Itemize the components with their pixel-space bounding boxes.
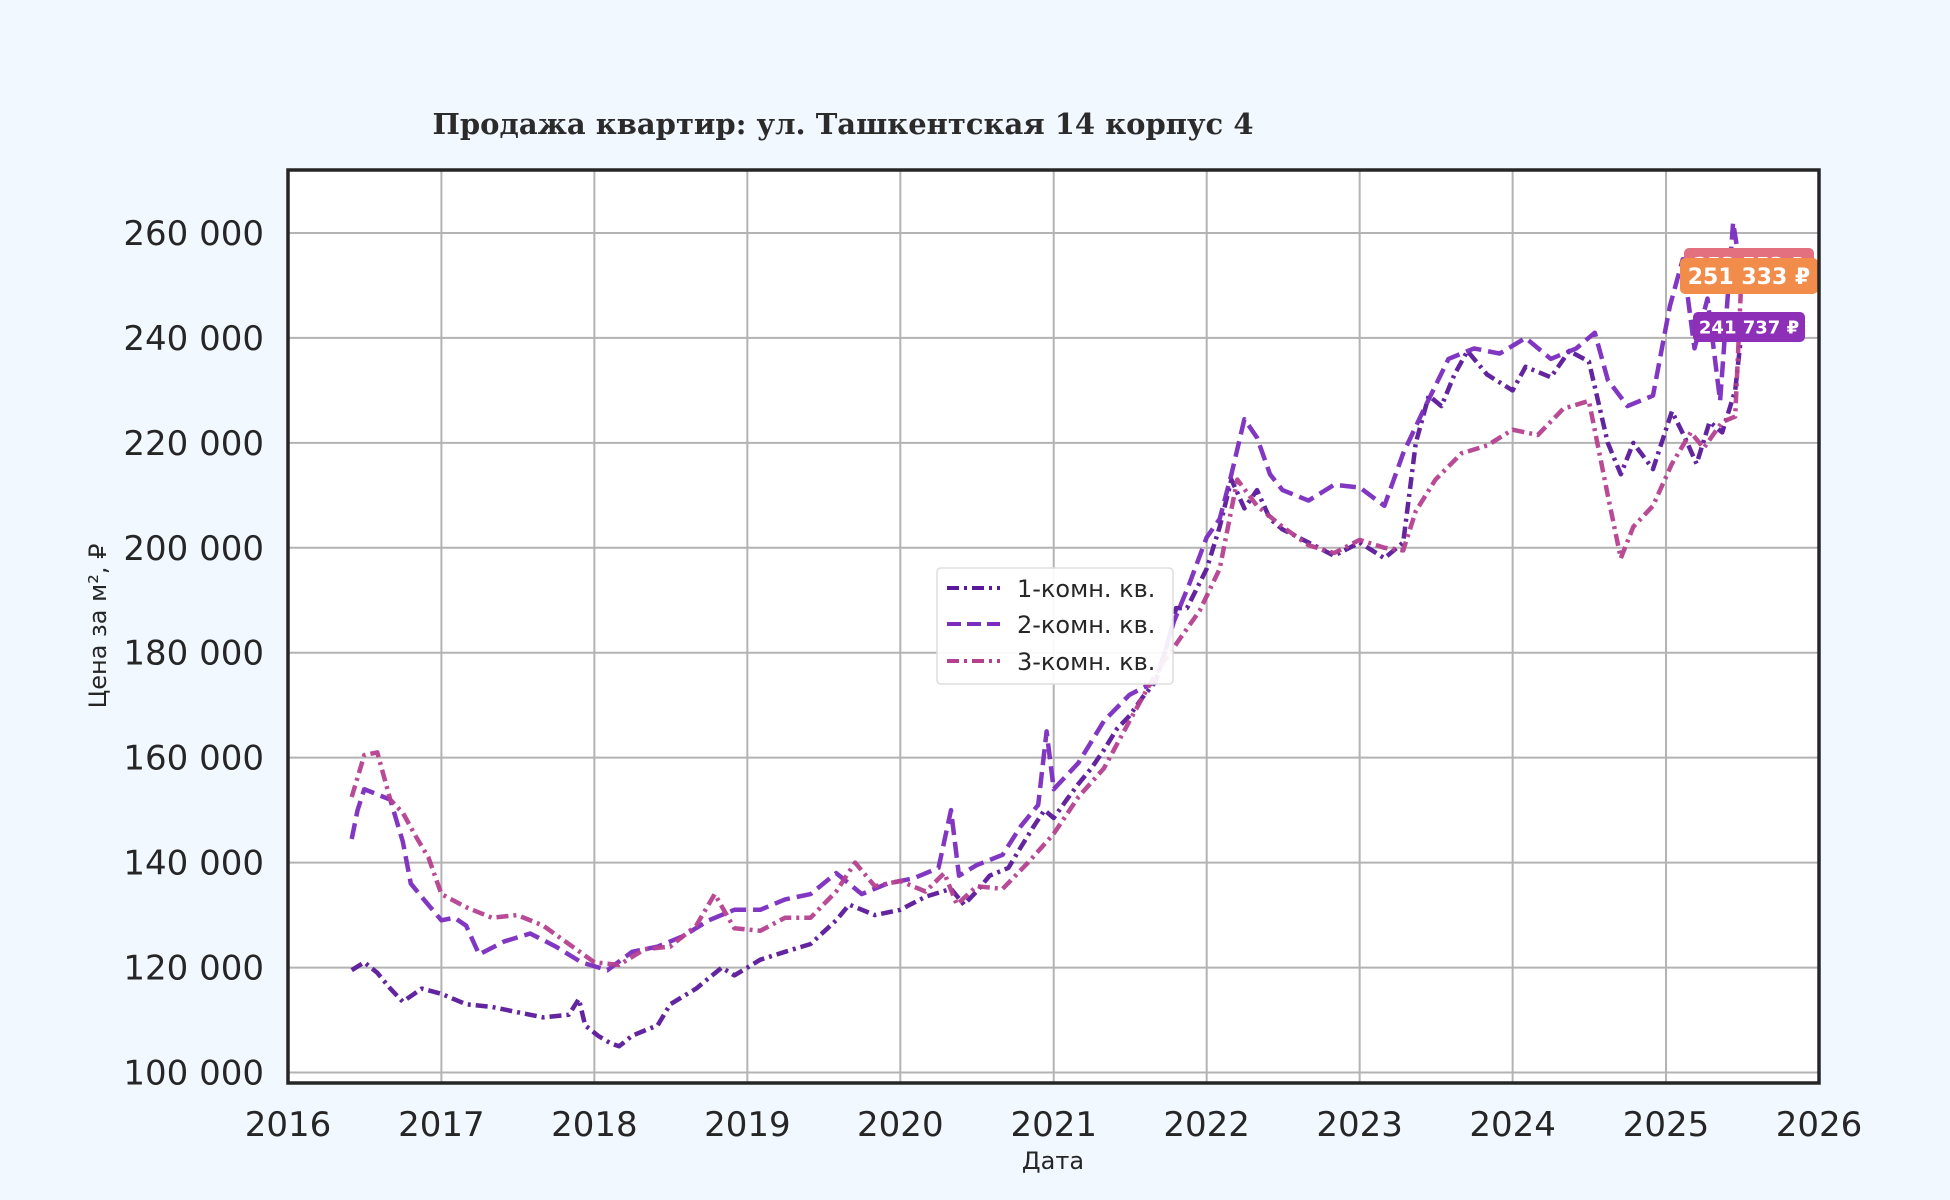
series-line-2 — [349, 220, 1745, 973]
legend-label-1: 1-комн. кв. — [1017, 575, 1155, 603]
y-tick-label: 260 000 — [123, 214, 264, 254]
y-tick-label: 200 000 — [123, 529, 264, 569]
y-tick-label: 220 000 — [123, 424, 264, 464]
legend-box — [936, 567, 1174, 685]
x-tick-label: 2025 — [1623, 1105, 1710, 1145]
series-line-1 — [350, 328, 1745, 1049]
legend-label-3: 3-комн. кв. — [1017, 648, 1155, 676]
plot-frame — [286, 168, 1821, 1085]
y-tick-label: 240 000 — [123, 319, 264, 359]
x-axis-label: Дата — [1022, 1147, 1084, 1175]
chart-title: Продажа квартир: ул. Ташкентская 14 корп… — [433, 107, 1254, 141]
series-lines — [349, 220, 1745, 1049]
x-tick-label: 2016 — [245, 1105, 332, 1145]
y-tick-label: 140 000 — [123, 844, 264, 884]
end-label-text: 251 333 ₽ — [1688, 265, 1810, 290]
y-tick-label: 160 000 — [123, 739, 264, 779]
x-tick-label: 2026 — [1776, 1105, 1863, 1145]
legend-label-2: 2-комн. кв. — [1017, 611, 1155, 639]
y-axis-label: Цена за м², ₽ — [84, 544, 112, 709]
x-tick-label: 2022 — [1163, 1105, 1250, 1145]
x-tick-label: 2017 — [398, 1105, 485, 1145]
y-tick-label: 100 000 — [123, 1054, 264, 1094]
end-label-box — [1693, 312, 1805, 342]
x-tick-label: 2021 — [1010, 1105, 1097, 1145]
end-label-1: 241 737 ₽ — [1693, 312, 1805, 342]
legend: 1-комн. кв. 2-комн. кв. 3-комн. кв. — [936, 567, 1174, 685]
x-tick-label: 2018 — [551, 1105, 638, 1145]
x-tick-label: 2024 — [1469, 1105, 1556, 1145]
x-tick-label: 2023 — [1316, 1105, 1403, 1145]
x-tick-label: 2019 — [704, 1105, 791, 1145]
y-tick-label: 120 000 — [123, 949, 264, 989]
end-labels: 253 553 ₽251 333 ₽241 737 ₽ — [1680, 248, 1818, 342]
end-label-text: 241 737 ₽ — [1699, 317, 1799, 338]
y-tick-label: 180 000 — [123, 634, 264, 674]
series-line-3 — [349, 266, 1745, 968]
y-axis-ticks: 100 000 120 000 140 000 160 000 180 000 200 0… — [123, 214, 264, 1094]
x-tick-label: 2020 — [857, 1105, 944, 1145]
end-label-box — [1680, 258, 1818, 294]
x-axis-ticks: 2016 2017 2018 2019 2020 2021 2022 2023 2024 2025… — [245, 1105, 1863, 1145]
end-label-2: 251 333 ₽ — [1680, 258, 1818, 294]
